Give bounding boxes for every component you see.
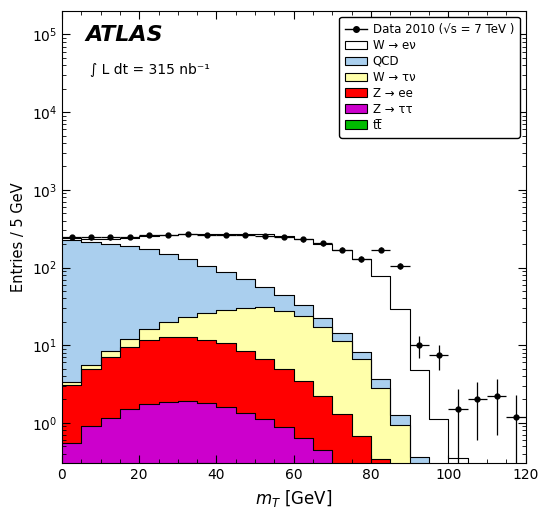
Text: ∫ L dt = 315 nb⁻¹: ∫ L dt = 315 nb⁻¹ <box>90 63 210 77</box>
Legend: Data 2010 (√s = 7 TeV ), W → eν, QCD, W → τν, Z → ee, Z → ττ, tt̅: Data 2010 (√s = 7 TeV ), W → eν, QCD, W … <box>339 17 520 137</box>
Y-axis label: Entries / 5 GeV: Entries / 5 GeV <box>11 183 26 292</box>
Text: ATLAS: ATLAS <box>85 24 163 45</box>
X-axis label: $m_T$ [GeV]: $m_T$ [GeV] <box>255 488 332 509</box>
